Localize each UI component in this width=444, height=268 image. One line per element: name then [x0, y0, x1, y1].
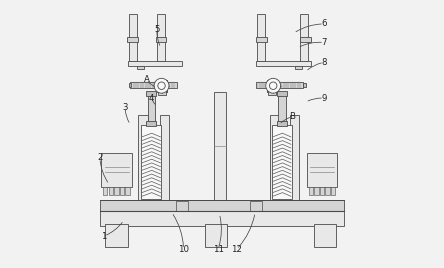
Bar [309, 187, 313, 195]
Bar [277, 121, 287, 126]
Circle shape [266, 78, 281, 93]
Bar [157, 80, 166, 92]
Bar [257, 14, 265, 61]
Bar [250, 201, 262, 211]
Bar [141, 125, 161, 199]
Bar [300, 37, 311, 42]
Bar [270, 116, 279, 200]
Bar [257, 82, 303, 88]
Bar [114, 187, 119, 195]
Bar [137, 66, 144, 69]
Bar [156, 37, 166, 42]
Bar [289, 116, 299, 200]
Circle shape [154, 78, 169, 93]
Text: 2: 2 [97, 153, 103, 162]
Bar [320, 187, 324, 195]
Bar [267, 80, 277, 92]
Text: 6: 6 [321, 20, 327, 28]
Bar [128, 61, 182, 66]
Bar [129, 14, 137, 61]
Bar [205, 224, 227, 247]
Bar [325, 187, 330, 195]
Bar [103, 187, 107, 195]
Bar [313, 224, 336, 247]
Bar [272, 125, 292, 199]
Text: 3: 3 [123, 103, 128, 112]
Text: B: B [289, 112, 295, 121]
Bar [256, 37, 266, 42]
Bar [175, 201, 187, 211]
Text: 8: 8 [321, 58, 327, 67]
Bar [100, 211, 344, 225]
Bar [307, 152, 337, 187]
Bar [158, 91, 166, 95]
Bar [120, 187, 124, 195]
Text: 5: 5 [154, 25, 160, 34]
Circle shape [270, 82, 277, 90]
Bar [105, 224, 128, 247]
Text: 9: 9 [321, 94, 327, 103]
Bar [277, 91, 287, 96]
Text: 12: 12 [231, 245, 242, 254]
Bar [147, 121, 156, 126]
Bar [147, 91, 156, 96]
Bar [257, 61, 311, 66]
Bar [127, 37, 138, 42]
Bar [268, 91, 276, 95]
Bar [100, 200, 344, 211]
Text: 10: 10 [178, 245, 189, 254]
Bar [157, 14, 165, 61]
Bar [101, 152, 132, 187]
Text: 1: 1 [101, 232, 107, 241]
Bar [278, 93, 286, 125]
Bar [314, 187, 318, 195]
Bar [129, 83, 131, 87]
Text: A: A [143, 75, 149, 84]
Text: 7: 7 [321, 38, 327, 47]
Bar [160, 116, 169, 200]
Bar [126, 187, 130, 195]
Bar [148, 93, 155, 125]
Bar [295, 66, 301, 69]
Text: 4: 4 [149, 94, 155, 103]
Bar [300, 14, 308, 61]
Bar [131, 82, 177, 88]
Text: 11: 11 [213, 245, 223, 254]
Bar [109, 187, 113, 195]
Bar [139, 116, 148, 200]
Bar [214, 92, 226, 200]
Circle shape [158, 82, 165, 90]
Bar [303, 83, 306, 87]
Bar [331, 187, 335, 195]
